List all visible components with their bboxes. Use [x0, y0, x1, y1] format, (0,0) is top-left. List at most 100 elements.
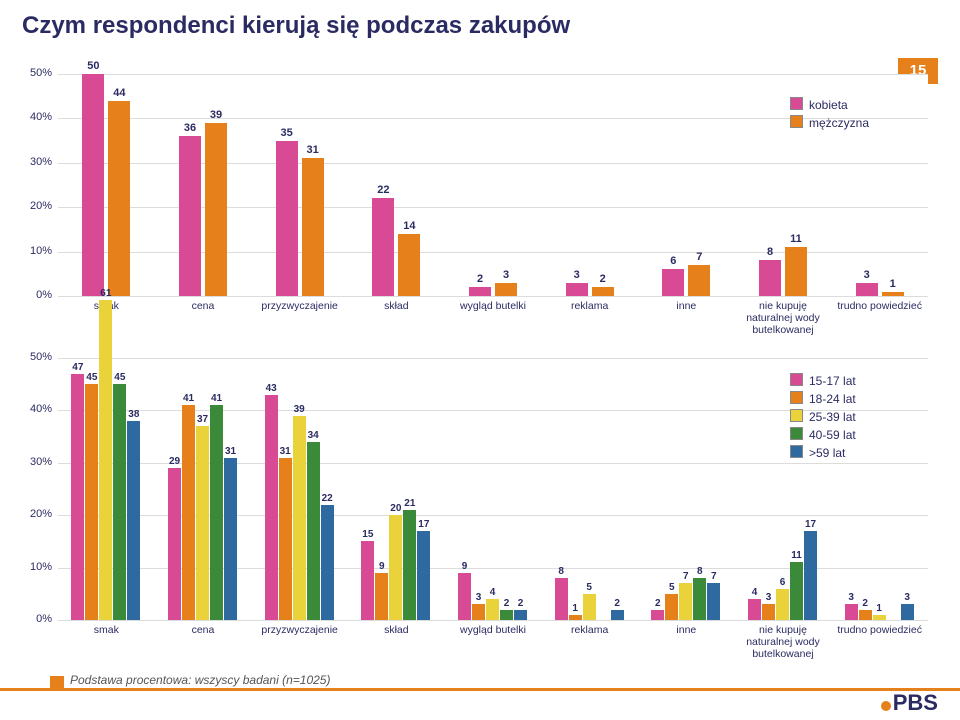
bar-value-label: 47	[67, 362, 88, 373]
bar	[168, 468, 181, 620]
y-tick: 10%	[18, 245, 52, 257]
bar-value-label: 1	[869, 603, 890, 614]
bar	[85, 384, 98, 620]
bar	[776, 589, 789, 620]
page-title: Czym respondenci kierują się podczas zak…	[22, 12, 570, 40]
bar-value-label: 34	[303, 430, 324, 441]
bar	[514, 610, 527, 620]
bar	[389, 515, 402, 620]
legend-label: >59 lat	[809, 446, 845, 460]
bar	[82, 74, 104, 296]
bar	[901, 604, 914, 620]
x-category-label: trudno powiedzieć	[831, 624, 928, 636]
bar-value-label: 22	[369, 184, 397, 196]
bar-value-label: 43	[261, 383, 282, 394]
bar	[398, 234, 420, 296]
bar	[707, 583, 720, 620]
bar-value-label: 61	[95, 288, 116, 299]
x-category-label: inne	[638, 624, 735, 636]
pbs-logo: PBS	[879, 690, 938, 716]
x-category-label: wygląd butelki	[445, 300, 542, 312]
y-tick: 40%	[18, 111, 52, 123]
gridline	[58, 620, 928, 621]
bar	[302, 158, 324, 296]
legend-item: 15-17 lat	[790, 372, 920, 390]
bar	[882, 292, 904, 296]
gridline	[58, 358, 928, 359]
bar-value-label: 38	[123, 409, 144, 420]
logo-dot-icon	[881, 701, 891, 711]
bar-value-label: 8	[756, 246, 784, 258]
bar	[679, 583, 692, 620]
bar-value-label: 3	[853, 269, 881, 281]
bar	[417, 531, 430, 620]
bar-value-label: 2	[589, 273, 617, 285]
bar	[762, 604, 775, 620]
bar	[759, 260, 781, 296]
bar	[276, 141, 298, 296]
bar	[108, 101, 130, 296]
x-category-label: reklama	[541, 624, 638, 636]
y-tick: 50%	[18, 67, 52, 79]
bar	[856, 283, 878, 296]
bar-value-label: 5	[579, 582, 600, 593]
legend-swatch-icon	[790, 409, 803, 422]
age-chart-legend: 15-17 lat18-24 lat25-39 lat40-59 lat>59 …	[790, 372, 920, 462]
x-category-label: skład	[348, 624, 445, 636]
x-category-label: wygląd butelki	[445, 624, 542, 636]
legend-swatch-icon	[790, 391, 803, 404]
y-tick: 10%	[18, 561, 52, 573]
bar	[693, 578, 706, 620]
bar	[307, 442, 320, 620]
bar	[375, 573, 388, 620]
footnote-text: Podstawa procentowa: wszyscy badani (n=1…	[70, 673, 330, 687]
bar-value-label: 17	[800, 519, 821, 530]
gridline	[58, 74, 928, 75]
legend-swatch-icon	[790, 115, 803, 128]
bar	[785, 247, 807, 296]
legend-swatch-icon	[790, 445, 803, 458]
bar	[210, 405, 223, 620]
bar-value-label: 2	[466, 273, 494, 285]
bar	[804, 531, 817, 620]
bar-value-label: 11	[782, 233, 810, 245]
y-tick: 40%	[18, 403, 52, 415]
y-tick: 30%	[18, 456, 52, 468]
gridline	[58, 296, 928, 297]
bar	[662, 269, 684, 296]
x-category-label: przyzwyczajenie	[251, 300, 348, 312]
bar-value-label: 4	[482, 587, 503, 598]
bar	[293, 416, 306, 620]
legend-label: 18-24 lat	[809, 392, 856, 406]
x-category-label: skład	[348, 300, 445, 312]
bar-value-label: 3	[897, 592, 918, 603]
legend-item: mężczyzna	[790, 114, 920, 132]
bar-value-label: 15	[357, 529, 378, 540]
bar	[196, 426, 209, 620]
bar-value-label: 8	[551, 566, 572, 577]
bar-value-label: 3	[563, 269, 591, 281]
bar	[179, 136, 201, 296]
bar-value-label: 2	[607, 598, 628, 609]
bar	[71, 374, 84, 620]
legend-label: kobieta	[809, 98, 848, 112]
bar	[566, 283, 588, 296]
bar-value-label: 6	[659, 255, 687, 267]
bar	[279, 458, 292, 620]
bar	[361, 541, 374, 620]
gender-chart-legend: kobieta mężczyzna	[790, 96, 920, 132]
footer-line	[0, 688, 960, 691]
bar-value-label: 17	[413, 519, 434, 530]
footer-stub-icon	[50, 676, 64, 688]
legend-swatch-icon	[790, 373, 803, 386]
y-tick: 20%	[18, 508, 52, 520]
bar-value-label: 31	[299, 144, 327, 156]
page-root: Czym respondenci kierują się podczas zak…	[0, 0, 960, 720]
bar	[873, 615, 886, 620]
bar	[321, 505, 334, 620]
bar	[224, 458, 237, 620]
legend-swatch-icon	[790, 97, 803, 110]
x-category-label: przyzwyczajenie	[251, 624, 348, 636]
legend-label: mężczyzna	[809, 116, 869, 130]
x-category-label: nie kupuję naturalnej wody butelkowanej	[735, 300, 832, 336]
